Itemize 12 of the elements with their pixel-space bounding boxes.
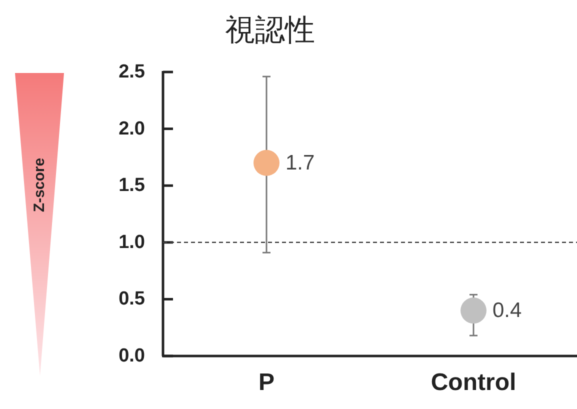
y-tick-label: 0.0 [118,346,145,366]
chart-title: 視認性 [225,14,315,47]
data-label: 1.7 [286,151,315,174]
y-tick-label: 2.5 [118,62,146,82]
y-tick-label: 1.5 [118,175,146,196]
data-label: 0.4 [492,299,522,322]
y-axis-title: Z-score [31,158,48,212]
x-tick-label: Control [430,369,516,396]
y-tick-label: 0.5 [118,288,146,310]
y-tick-label: 1.0 [118,232,145,253]
y-tick-label: 2.0 [118,118,145,140]
x-tick-label: P [258,369,275,396]
